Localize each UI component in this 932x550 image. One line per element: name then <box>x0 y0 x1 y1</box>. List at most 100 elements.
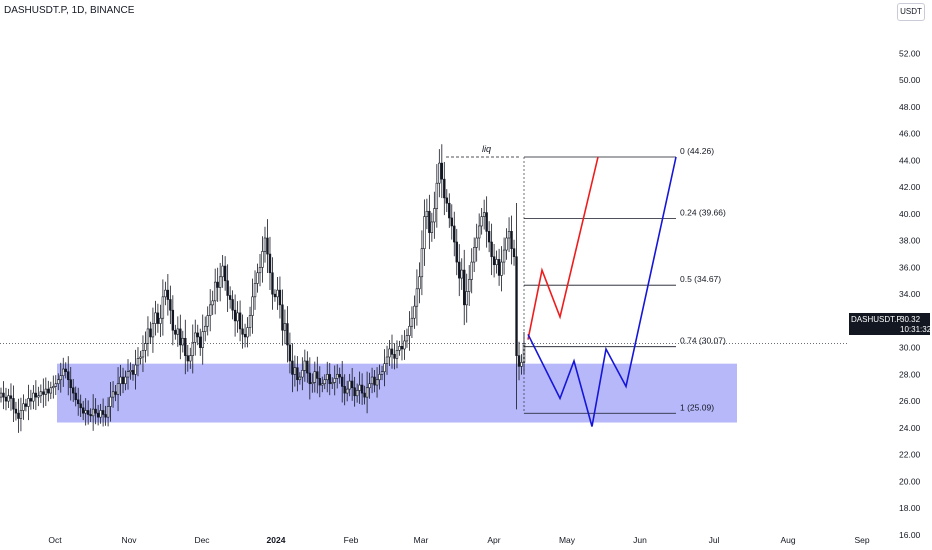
candle <box>291 343 294 393</box>
candle <box>448 193 451 228</box>
candle-body <box>49 387 53 394</box>
candle-body <box>57 379 60 385</box>
candle-body <box>438 162 441 184</box>
candle <box>52 375 55 399</box>
price-tag-price: 30.32 <box>900 315 921 324</box>
candle <box>355 383 359 403</box>
candle-body <box>323 379 326 385</box>
candle <box>303 349 307 382</box>
candle-body <box>360 384 364 394</box>
candle <box>164 281 167 306</box>
candle <box>390 334 394 369</box>
candle-body <box>226 280 229 296</box>
candle <box>368 372 371 399</box>
candle <box>321 376 324 393</box>
candle-body <box>333 378 336 383</box>
candle <box>306 351 309 383</box>
candle-body <box>316 371 319 379</box>
candle-body <box>136 358 140 366</box>
candle-body <box>17 412 20 419</box>
candle <box>495 250 498 274</box>
candle <box>49 381 53 400</box>
candle <box>19 397 23 432</box>
price-tick-label: 38.00 <box>899 236 921 246</box>
candle-body <box>32 392 35 402</box>
candle <box>505 228 508 260</box>
candle-body <box>67 371 70 381</box>
price-tag: DASHUSDT.P 30.32 10:31:32 <box>849 313 932 335</box>
currency-button[interactable]: USDT <box>897 3 925 21</box>
candle-body <box>161 296 165 319</box>
candle-body <box>380 371 384 375</box>
candle <box>241 314 244 349</box>
candle-body <box>430 221 434 233</box>
candle <box>121 367 125 394</box>
candle <box>96 404 100 426</box>
candle-body <box>395 350 399 359</box>
candle-body <box>266 237 269 255</box>
candle-body <box>134 364 137 375</box>
candle <box>293 355 297 387</box>
time-tick-label: 2024 <box>267 535 286 545</box>
candle-body <box>326 374 329 381</box>
candle-body <box>86 410 90 415</box>
price-tick-label: 40.00 <box>899 209 921 219</box>
bearish-projection-path <box>527 156 677 427</box>
candle <box>57 373 60 391</box>
candle-body <box>216 281 219 288</box>
candle <box>154 300 157 336</box>
price-axis[interactable]: 52.00 50.00 48.00 46.00 44.00 42.00 40.00 38.00… <box>899 49 921 540</box>
candle-body <box>470 261 473 280</box>
price-tick-label: 34.00 <box>899 289 921 299</box>
candle <box>17 398 20 433</box>
candle-body <box>410 317 414 327</box>
candle-body <box>91 408 95 417</box>
candle-body <box>149 328 152 338</box>
candle <box>42 378 45 408</box>
candle-body <box>355 390 359 397</box>
time-tick-label: Oct <box>48 535 62 545</box>
candle <box>485 196 488 248</box>
candle-body <box>116 383 120 395</box>
candle-body <box>174 329 177 335</box>
candle <box>59 362 62 393</box>
candle <box>253 270 257 310</box>
candle-body <box>453 225 456 243</box>
candle <box>228 286 232 309</box>
candle <box>144 331 147 363</box>
price-tag-symbol: DASHUSDT.P <box>851 315 902 324</box>
candle <box>79 394 82 417</box>
candle <box>415 269 419 326</box>
candle-body <box>96 412 100 418</box>
candle <box>179 314 182 360</box>
candle-body <box>465 291 468 306</box>
candle-body <box>154 312 157 324</box>
candle <box>109 381 112 422</box>
candle-body <box>169 299 172 311</box>
candle <box>174 324 177 340</box>
candle-body <box>14 408 18 414</box>
candle <box>9 383 13 411</box>
candle <box>463 249 466 326</box>
time-tick-label: Aug <box>780 535 795 545</box>
candle <box>199 328 202 356</box>
candle-body <box>428 210 431 233</box>
candle-body <box>231 299 234 311</box>
time-axis[interactable]: Oct Nov Dec 2024 Feb Mar Apr May Jun Jul Aug Sep <box>48 535 869 545</box>
candle-body <box>368 383 371 389</box>
candle <box>333 365 336 396</box>
candle <box>151 307 155 353</box>
candle-body <box>223 265 227 282</box>
candle-body <box>69 379 72 389</box>
candle-body <box>520 362 523 367</box>
candle <box>91 394 95 431</box>
candle <box>388 339 391 366</box>
candle-body <box>348 380 351 390</box>
candle-body <box>507 231 511 239</box>
candle <box>0 387 3 403</box>
candle <box>301 357 304 391</box>
candle <box>360 373 364 405</box>
candle-body <box>104 414 107 418</box>
candle <box>445 189 448 213</box>
